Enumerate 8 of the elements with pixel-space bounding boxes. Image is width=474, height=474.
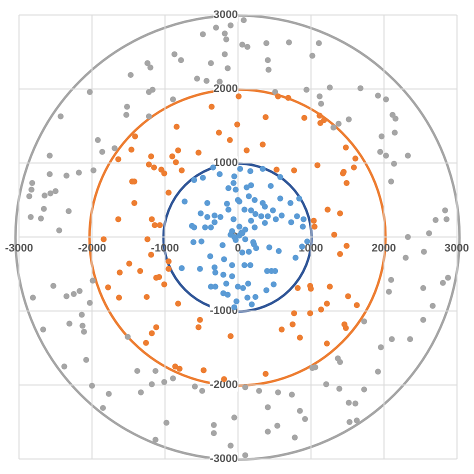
y-tick-label: 1000 [213, 157, 238, 170]
y-tick-label: -3000 [210, 453, 238, 466]
x-tick-label: -3000 [4, 242, 34, 255]
x-tick-label: 3000 [444, 242, 470, 255]
y-tick-label: -2000 [210, 379, 238, 392]
y-tick-label: 3000 [213, 9, 238, 22]
y-tick-label: 2000 [213, 83, 238, 96]
x-tick-label: 0 [234, 242, 241, 255]
